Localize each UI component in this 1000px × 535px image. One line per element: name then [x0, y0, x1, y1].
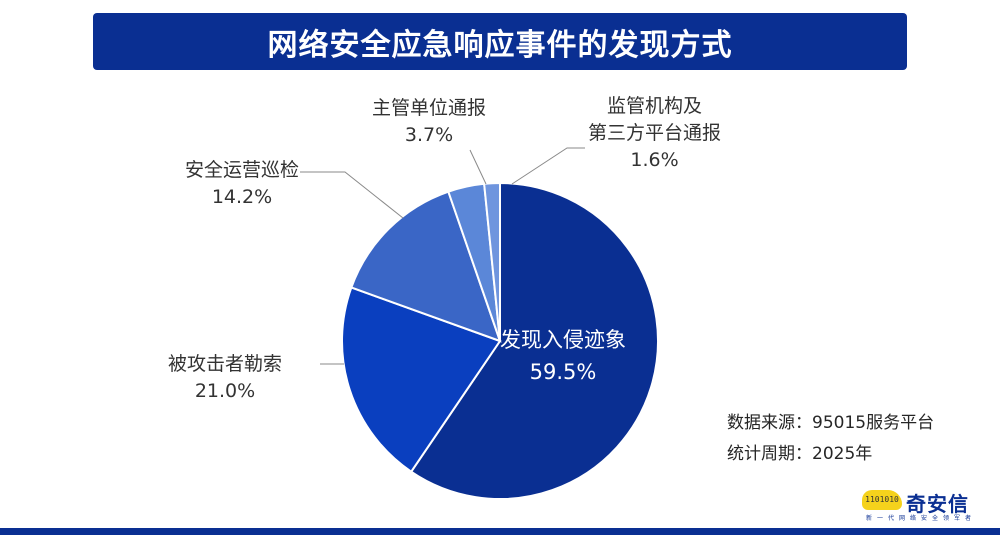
label-regulator-pct: 1.6%: [630, 149, 679, 171]
label-patrol-name: 安全运营巡检: [185, 159, 300, 181]
tiger-logo-icon: 1101010: [862, 490, 902, 510]
data-source: 数据来源：95015服务平台: [727, 413, 935, 433]
bottom-bar: [0, 528, 1000, 535]
chart-title: 网络安全应急响应事件的发现方式: [267, 27, 733, 63]
label-invasion-name: 发现入侵迹象: [500, 328, 626, 352]
label-regulator-line1: 监管机构及: [607, 95, 703, 117]
label-authority: 主管单位通报 3.7%: [372, 95, 486, 149]
label-invasion-pct: 59.5%: [529, 360, 597, 384]
label-ransom-pct: 21.0%: [194, 380, 256, 402]
label-ransom: 被攻击者勒索 21.0%: [168, 351, 282, 405]
leader-regulator: [511, 147, 585, 185]
leader-authority: [469, 149, 487, 185]
title-banner: 网络安全应急响应事件的发现方式: [93, 13, 907, 70]
pie-slice: [350, 190, 502, 343]
leader-lines: [300, 147, 585, 365]
pie-slices: [341, 181, 659, 500]
label-ransom-name: 被攻击者勒索: [168, 353, 283, 375]
label-patrol: 安全运营巡检 14.2%: [185, 157, 299, 211]
pie-slice: [341, 286, 502, 474]
chart-meta: 数据来源：95015服务平台 统计周期：2025年: [727, 408, 934, 470]
label-authority-name: 主管单位通报: [372, 97, 487, 119]
company-logo: 1101010 奇安信 新一代网络安全领军者: [862, 488, 982, 524]
logo-name: 奇安信: [906, 492, 969, 516]
pie-slice: [409, 181, 659, 500]
pie-slice: [483, 181, 501, 342]
stat-period: 统计周期：2025年: [727, 444, 873, 464]
label-regulator-line2: 第三方平台通报: [588, 122, 722, 144]
label-authority-pct: 3.7%: [404, 124, 454, 146]
logo-slogan: 新一代网络安全领军者: [866, 515, 977, 522]
label-patrol-pct: 14.2%: [211, 186, 273, 208]
label-regulator: 监管机构及 第三方平台通报 1.6%: [588, 93, 721, 174]
label-invasion: 发现入侵迹象 59.5%: [500, 324, 626, 388]
leader-patrol: [300, 171, 404, 219]
